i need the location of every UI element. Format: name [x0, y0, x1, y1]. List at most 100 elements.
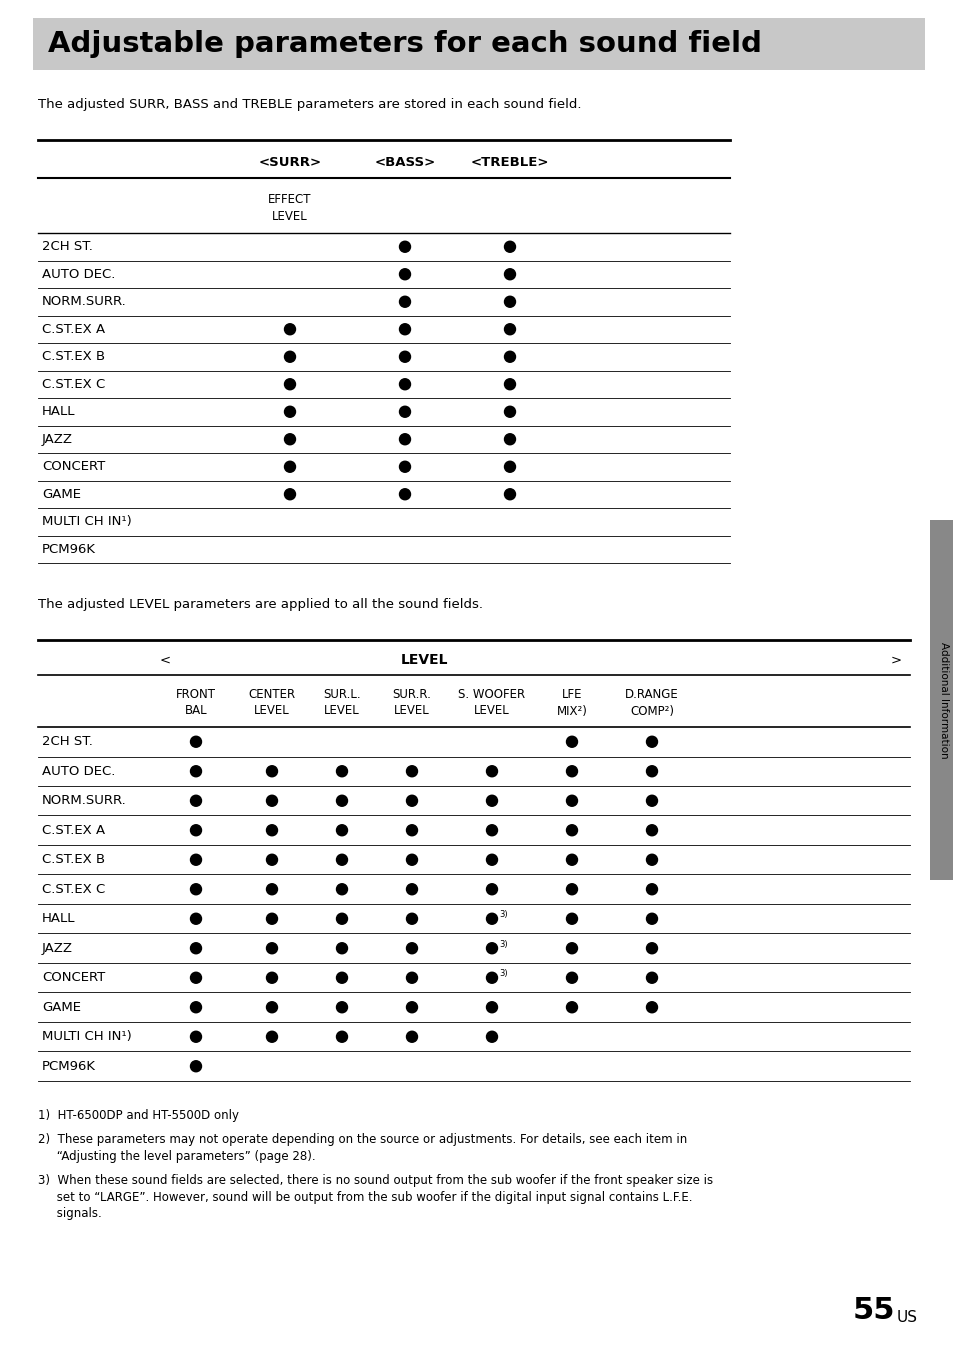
- Circle shape: [406, 825, 417, 836]
- Text: 3)  When these sound fields are selected, there is no sound output from the sub : 3) When these sound fields are selected,…: [38, 1175, 713, 1187]
- Circle shape: [399, 323, 410, 335]
- Text: 2CH ST.: 2CH ST.: [42, 241, 92, 253]
- Circle shape: [566, 942, 577, 953]
- Circle shape: [399, 241, 410, 253]
- Circle shape: [406, 884, 417, 895]
- Circle shape: [336, 854, 347, 865]
- Circle shape: [646, 765, 657, 777]
- Circle shape: [399, 379, 410, 389]
- Circle shape: [336, 972, 347, 983]
- Circle shape: [336, 913, 347, 925]
- Circle shape: [266, 1002, 277, 1013]
- Text: PCM96K: PCM96K: [42, 542, 96, 556]
- Text: 3): 3): [498, 969, 507, 979]
- Text: JAZZ: JAZZ: [42, 942, 73, 955]
- Circle shape: [336, 1032, 347, 1042]
- Circle shape: [191, 942, 201, 953]
- Circle shape: [646, 825, 657, 836]
- Circle shape: [191, 854, 201, 865]
- Text: signals.: signals.: [38, 1207, 102, 1221]
- Circle shape: [504, 323, 515, 335]
- Circle shape: [266, 972, 277, 983]
- Circle shape: [191, 884, 201, 895]
- Text: <BASS>: <BASS>: [374, 155, 436, 169]
- Text: CONCERT: CONCERT: [42, 460, 105, 473]
- Text: FRONT
BAL: FRONT BAL: [175, 688, 215, 718]
- Circle shape: [406, 765, 417, 777]
- Text: US: US: [896, 1310, 917, 1325]
- Text: S. WOOFER
LEVEL: S. WOOFER LEVEL: [458, 688, 525, 718]
- Circle shape: [486, 825, 497, 836]
- Text: SUR.R.
LEVEL: SUR.R. LEVEL: [392, 688, 431, 718]
- Text: MULTI CH IN¹): MULTI CH IN¹): [42, 515, 132, 529]
- Circle shape: [191, 972, 201, 983]
- Text: C.ST.EX A: C.ST.EX A: [42, 323, 105, 335]
- Text: <TREBLE>: <TREBLE>: [470, 155, 549, 169]
- Circle shape: [399, 489, 410, 500]
- Circle shape: [191, 1061, 201, 1072]
- Text: C.ST.EX B: C.ST.EX B: [42, 853, 105, 867]
- Circle shape: [399, 406, 410, 418]
- Text: 2CH ST.: 2CH ST.: [42, 735, 92, 748]
- Circle shape: [486, 795, 497, 806]
- Circle shape: [399, 269, 410, 280]
- Circle shape: [504, 489, 515, 500]
- Circle shape: [336, 884, 347, 895]
- Circle shape: [266, 825, 277, 836]
- Text: AUTO DEC.: AUTO DEC.: [42, 765, 115, 777]
- Text: 3): 3): [498, 910, 507, 919]
- Text: C.ST.EX B: C.ST.EX B: [42, 350, 105, 364]
- Circle shape: [266, 1032, 277, 1042]
- Circle shape: [406, 1002, 417, 1013]
- Bar: [33, 18, 924, 70]
- Circle shape: [406, 913, 417, 925]
- Text: C.ST.EX A: C.ST.EX A: [42, 823, 105, 837]
- Circle shape: [504, 379, 515, 389]
- Text: GAME: GAME: [42, 1000, 81, 1014]
- Circle shape: [191, 765, 201, 777]
- Circle shape: [336, 825, 347, 836]
- Circle shape: [486, 1032, 497, 1042]
- Circle shape: [336, 795, 347, 806]
- Circle shape: [486, 765, 497, 777]
- Circle shape: [566, 795, 577, 806]
- Circle shape: [486, 913, 497, 925]
- Text: “Adjusting the level parameters” (page 28).: “Adjusting the level parameters” (page 2…: [38, 1151, 315, 1163]
- Circle shape: [504, 461, 515, 472]
- Circle shape: [486, 884, 497, 895]
- Circle shape: [191, 737, 201, 748]
- Text: Adjustable parameters for each sound field: Adjustable parameters for each sound fie…: [48, 30, 761, 58]
- Circle shape: [336, 1002, 347, 1013]
- Circle shape: [646, 854, 657, 865]
- Circle shape: [566, 854, 577, 865]
- Circle shape: [566, 737, 577, 748]
- Circle shape: [191, 1032, 201, 1042]
- Text: C.ST.EX C: C.ST.EX C: [42, 883, 105, 896]
- Circle shape: [486, 854, 497, 865]
- Circle shape: [566, 1002, 577, 1013]
- Text: 55: 55: [852, 1297, 894, 1325]
- Text: <SURR>: <SURR>: [258, 155, 321, 169]
- Circle shape: [406, 854, 417, 865]
- Circle shape: [266, 884, 277, 895]
- Circle shape: [504, 296, 515, 307]
- Circle shape: [566, 913, 577, 925]
- Circle shape: [284, 434, 295, 445]
- Text: 3): 3): [498, 940, 507, 949]
- Text: The adjusted LEVEL parameters are applied to all the sound fields.: The adjusted LEVEL parameters are applie…: [38, 598, 482, 611]
- Circle shape: [646, 972, 657, 983]
- Circle shape: [266, 854, 277, 865]
- Circle shape: [406, 1032, 417, 1042]
- Text: The adjusted SURR, BASS and TREBLE parameters are stored in each sound field.: The adjusted SURR, BASS and TREBLE param…: [38, 97, 581, 111]
- Text: LFE
MIX²): LFE MIX²): [556, 688, 587, 718]
- Circle shape: [406, 942, 417, 953]
- Circle shape: [284, 323, 295, 335]
- Circle shape: [399, 296, 410, 307]
- Circle shape: [399, 461, 410, 472]
- Text: JAZZ: JAZZ: [42, 433, 73, 446]
- Circle shape: [646, 1002, 657, 1013]
- Text: MULTI CH IN¹): MULTI CH IN¹): [42, 1030, 132, 1044]
- Text: <: <: [160, 653, 171, 667]
- Text: AUTO DEC.: AUTO DEC.: [42, 268, 115, 281]
- Circle shape: [284, 406, 295, 418]
